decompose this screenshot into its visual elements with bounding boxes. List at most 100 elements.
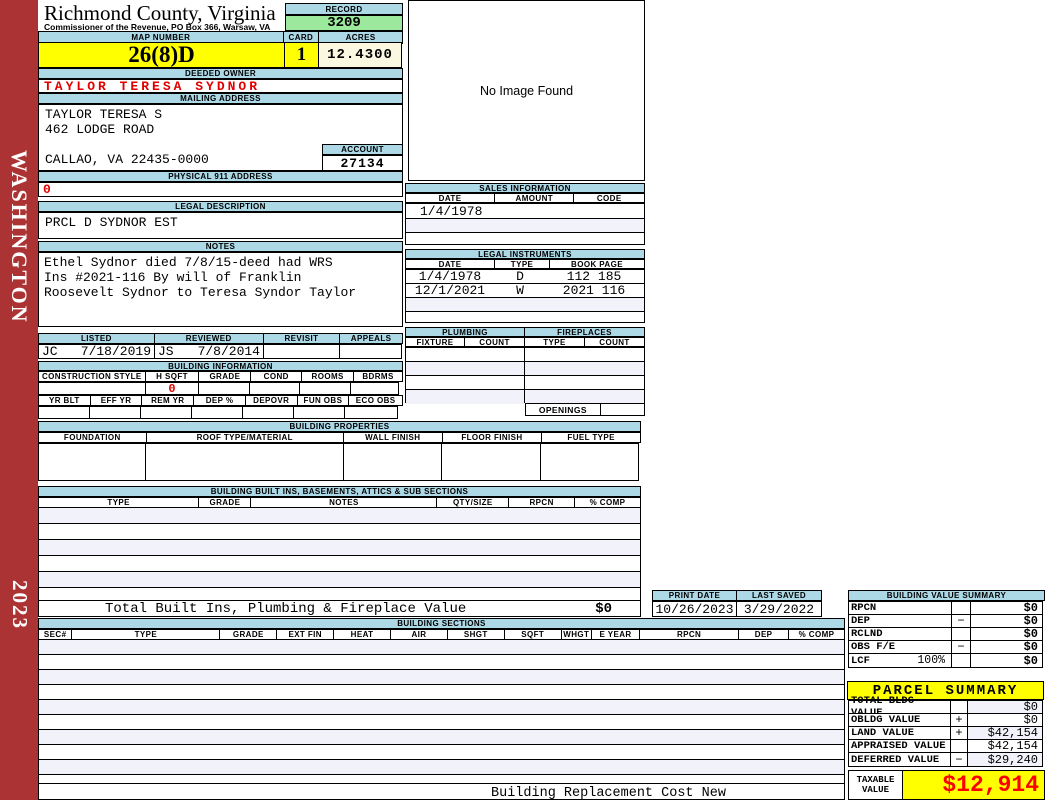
li-col-type: TYPE [494,259,550,269]
built-ins-total-value: $0 [595,600,612,617]
bi-col-rpcn: RPCN [508,497,576,508]
built-ins-header: BUILDING BUILT INS, BASEMENTS, ATTICS & … [38,486,641,497]
building-value-summary-header: BUILDING VALUE SUMMARY [848,590,1045,601]
mailing-address-header: MAILING ADDRESS [38,93,403,104]
legal-instrument-row: 1/4/1978 D 112 185 [406,269,644,284]
sales-col-amount: AMOUNT [494,193,575,203]
jurisdiction-vertical-label: WASHINGTON [7,150,32,324]
col-roof-type: ROOF TYPE/MATERIAL [145,432,344,443]
bs-col-dep: DEP [738,629,790,640]
built-ins-total-label: Total Built Ins, Plumbing & Fireplace Va… [105,600,467,617]
physical-address-value: 0 [38,182,403,197]
col-cond: COND [250,371,303,382]
mailing-line: 462 LODGE ROAD [45,122,155,137]
sales-row [406,219,644,233]
sales-information-header: SALES INFORMATION [405,183,645,193]
record-header: RECORD [285,3,403,15]
bs-col-sqft: SQFT [503,629,562,640]
bs-col-ext-fin: EXT FIN [276,629,335,640]
bvs-row: OBS F/E − $0 [848,640,1045,654]
year-sidebar: WASHINGTON 2023 [0,0,38,800]
reviewed-date: 7/8/2014 [197,344,260,359]
mailing-line: TAYLOR TERESA S [45,107,163,122]
fireplaces-header: FIREPLACES [524,327,645,337]
parcel-row: OBLDG VALUE + $0 [848,713,1045,727]
taxable-value: $12,914 [902,770,1045,800]
legal-description-header: LEGAL DESCRIPTION [38,201,403,212]
appeals-value [339,344,402,359]
building-replacement-footer: Building Replacement Cost New [491,786,726,800]
listed-date: 7/18/2019 [80,344,151,359]
revisit-header: REVISIT [262,333,341,344]
col-wall-finish: WALL FINISH [342,432,443,443]
physical-address-header: PHYSICAL 911 ADDRESS [38,171,403,182]
col-count: COUNT [584,337,645,347]
col-type: TYPE [524,337,585,347]
legal-description-value: PRCL D SYDNOR EST [38,212,403,239]
col-count: COUNT [464,337,526,347]
bi-col-grade: GRADE [198,497,252,508]
sales-row [406,233,644,246]
mailing-line: CALLAO, VA 22435-0000 [45,152,209,167]
bs-col-air: AIR [390,629,448,640]
parcel-row: LAND VALUE + $42,154 [848,726,1045,740]
bi-col-notes: NOTES [250,497,438,508]
openings-value [599,403,645,416]
col-fuel-type: FUEL TYPE [541,432,641,443]
acres-value: 12.4300 [318,42,402,68]
bvs-row: LCF 100% $0 [848,653,1045,668]
notes-header: NOTES [38,241,403,252]
col-foundation: FOUNDATION [38,432,147,443]
bs-col-e-year: E YEAR [591,629,641,640]
page-title: Richmond County, Virginia [44,1,276,25]
bs-col-heat: HEAT [333,629,391,640]
bs-col-grade: GRADE [219,629,278,640]
notes-line: Roosevelt Sydnor to Teresa Syndor Taylor [44,285,357,300]
col-bdrms: BDRMS [353,371,403,382]
record-value: 3209 [285,15,403,31]
map-number-value: 26(8)D [38,42,285,68]
building-information-header: BUILDING INFORMATION [38,361,403,371]
col-fun-obs: FUN OBS [296,395,350,406]
building-sections-header: BUILDING SECTIONS [38,618,845,629]
col-construction-style: CONSTRUCTION STYLE [38,371,146,382]
parcel-summary-header: PARCEL SUMMARY [847,681,1044,700]
col-grade: GRADE [198,371,252,382]
sales-row: 1/4/1978 [406,204,644,219]
reviewed-by: JS [158,344,174,359]
col-floor-finish: FLOOR FINISH [441,432,543,443]
bs-col-comp: % COMP [788,629,845,640]
col-dep-pct: DEP % [193,395,246,406]
col-depovr: DEPOVR [244,395,298,406]
legal-instrument-row [406,298,644,312]
image-placeholder: No Image Found [408,0,645,181]
col-h-sqft: H SQFT [144,371,200,382]
deeded-owner-header: DEEDED OWNER [38,68,403,79]
col-rem-yr: REM YR [141,395,195,406]
bvs-row: RPCN $0 [848,601,1045,615]
bi-col-type: TYPE [38,497,200,508]
account-header: ACCOUNT [322,144,403,155]
notes-line: Ins #2021-116 By will of Franklin [44,270,302,285]
print-date-value: 10/26/2023 [652,601,737,617]
listed-header: LISTED [38,333,155,344]
bs-col-type: TYPE [71,629,221,640]
legal-instrument-row: 12/1/2021 W 2021 116 [406,283,644,298]
listed-by: JC [42,344,58,359]
print-date-header: PRINT DATE [652,590,738,601]
bvs-row: DEP − $0 [848,614,1045,628]
last-saved-header: LAST SAVED [736,590,822,601]
bvs-row: RCLND $0 [848,627,1045,641]
bs-col-sec: SEC# [38,629,73,640]
bs-col-whgt: WHGT [560,629,593,640]
h-sqft-value: 0 [145,382,199,396]
bi-col-comp: % COMP [574,497,641,508]
li-col-bookpage: BOOK PAGE [548,259,645,269]
appeals-header: APPEALS [339,333,403,344]
plumbing-header: PLUMBING [405,327,526,337]
bi-col-qty-size: QTY/SIZE [436,497,510,508]
col-rooms: ROOMS [301,371,355,382]
parcel-row: TOTAL BLDG VALUE $0 [848,695,1045,719]
notes-line: Ethel Sydnor died 7/8/15-deed had WRS [44,255,333,270]
building-properties-header: BUILDING PROPERTIES [38,421,641,432]
